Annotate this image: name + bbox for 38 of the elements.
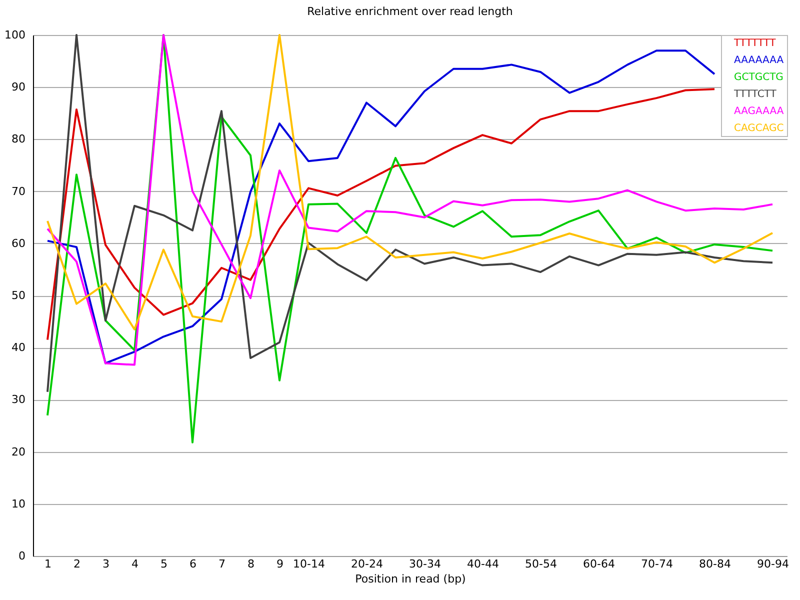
y-tick-label: 70 — [12, 184, 26, 198]
x-tick-label: 4 — [132, 558, 138, 570]
text: TTTTCTT — [733, 89, 778, 100]
y-tick-label: 10 — [12, 497, 26, 510]
x-tick-label: 10-14 — [293, 558, 325, 570]
y-tick-label: 20 — [12, 445, 26, 458]
x-tick-label: 3 — [102, 558, 110, 570]
y-tick-label: 40 — [12, 341, 26, 354]
x-tick-label: 20-24 — [351, 558, 383, 570]
text: CAGCAGC — [734, 123, 784, 134]
y-tick-label: 60 — [12, 236, 26, 250]
y-tick-label: 90 — [12, 80, 26, 94]
x-tick-label: 5 — [160, 558, 168, 570]
y-tick-label: 30 — [12, 393, 26, 406]
text: AAAAAAA — [734, 55, 784, 66]
x-tick-label: 60-64 — [583, 558, 615, 570]
text: AAGAAAA — [734, 106, 784, 117]
x-tick-label: 70-74 — [641, 558, 673, 570]
y-tick-label: 0 — [18, 550, 26, 562]
x-tick-label: 90-94 — [757, 558, 789, 570]
x-tick-label: 40-44 — [467, 558, 499, 570]
x-tick-label: 2 — [74, 558, 80, 570]
y-tick-label: 100 — [4, 28, 26, 42]
x-tick-label: 8 — [248, 558, 254, 570]
x-tick-label: 50-54 — [525, 558, 557, 570]
y-tick-label: 50 — [12, 289, 26, 302]
x-axis-title: Position in read (bp) — [355, 572, 466, 586]
text: TTTTTTT — [733, 38, 777, 49]
x-tick-label: 7 — [218, 558, 226, 570]
x-tick-label: 6 — [190, 558, 196, 570]
text: GCTGCTG — [734, 72, 784, 83]
line-series — [46, 88, 716, 341]
chart-title: Relative enrichment over read length — [307, 5, 513, 18]
x-tick-label: 30-34 — [409, 558, 441, 570]
y-tick-label: 80 — [12, 132, 26, 146]
x-tick-label: 1 — [44, 558, 52, 570]
x-tick-label: 80-84 — [699, 558, 731, 570]
x-tick-label: 9 — [276, 558, 284, 570]
